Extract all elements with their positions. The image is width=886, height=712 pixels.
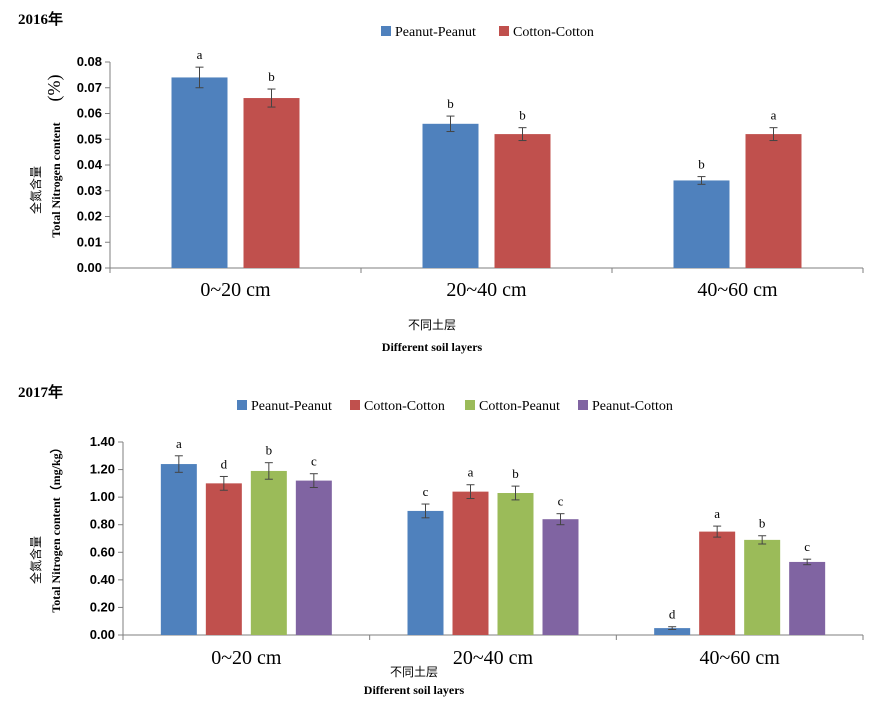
x-axis-title: Different soil layers	[364, 683, 465, 697]
y-tick-label: 1.40	[90, 434, 115, 449]
legend-label-2: Cotton-Peanut	[479, 399, 560, 414]
x-axis-title: Different soil layers	[382, 340, 483, 354]
x-tick-label: 20~40 cm	[446, 279, 527, 301]
y-axis-title: Total Nitrogen content（mg/kg）	[48, 441, 63, 612]
significance-letter: b	[759, 516, 766, 531]
significance-letter: d	[221, 456, 228, 471]
y-tick-label: 0.01	[77, 234, 102, 249]
y-tick-label: 0.05	[77, 131, 102, 146]
significance-letter: a	[197, 47, 203, 62]
y-tick-label: 0.06	[77, 106, 102, 121]
legend-swatch-1	[499, 26, 509, 36]
y-tick-label: 0.00	[77, 260, 102, 275]
chart-panel-0: 2016年 Peanut-Peanut Cotton-Cotton 0.00 0.01 0…	[18, 10, 864, 354]
y-axis-unit: (%)	[44, 75, 65, 102]
bar-cotton-cotton-2	[745, 134, 802, 268]
y-axis-title-cn: 全氮含量	[28, 166, 43, 214]
bar-peanut-peanut-1	[407, 510, 444, 635]
y-tick-label: 1.20	[90, 462, 115, 477]
significance-letter: b	[268, 69, 275, 84]
legend-label-1: Cotton-Cotton	[513, 25, 594, 40]
bar-cotton-cotton-1	[494, 134, 551, 268]
chart-title: 2016年	[18, 10, 63, 28]
bar-peanut-peanut-0	[171, 77, 228, 268]
y-tick-label: 0.80	[90, 517, 115, 532]
significance-letter: b	[447, 96, 454, 111]
y-tick-label: 0.04	[77, 157, 103, 172]
legend-label-3: Peanut-Cotton	[592, 399, 673, 414]
legend-label-1: Cotton-Cotton	[364, 399, 445, 414]
chart-panel-1: 2017年 Peanut-Peanut Cotton-Cotton Cotton-Pe…	[18, 383, 864, 697]
legend-label-0: Peanut-Peanut	[395, 25, 476, 40]
bar-peanut-peanut-1	[422, 123, 479, 268]
x-tick-label: 0~20 cm	[200, 279, 271, 301]
legend-swatch-2	[465, 400, 475, 410]
legend-swatch-0	[381, 26, 391, 36]
y-tick-label: 0.40	[90, 572, 115, 587]
y-tick-label: 0.00	[90, 627, 115, 642]
y-tick-label: 0.20	[90, 599, 115, 614]
significance-letter: b	[519, 108, 526, 123]
legend-swatch-1	[350, 400, 360, 410]
significance-letter: c	[311, 454, 317, 469]
bar-peanut-peanut-0	[160, 464, 197, 635]
significance-letter: c	[423, 484, 429, 499]
significance-letter: c	[558, 494, 564, 509]
bar-peanut-peanut-2	[673, 180, 730, 268]
legend-swatch-0	[237, 400, 247, 410]
y-tick-label: 1.00	[90, 489, 115, 504]
significance-letter: a	[771, 108, 777, 123]
y-tick-label: 0.07	[77, 80, 102, 95]
x-tick-label: 40~60 cm	[700, 647, 781, 669]
bar-peanut-cotton-2	[789, 561, 826, 635]
x-tick-label: 40~60 cm	[697, 279, 778, 301]
bar-cotton-peanut-2	[744, 539, 781, 635]
bar-cotton-peanut-1	[497, 493, 534, 635]
significance-letter: d	[669, 607, 676, 622]
bar-peanut-cotton-0	[295, 480, 332, 635]
bar-cotton-peanut-0	[250, 470, 287, 635]
bar-cotton-cotton-0	[205, 483, 242, 635]
significance-letter: a	[176, 436, 182, 451]
significance-letter: c	[804, 539, 810, 554]
y-axis-title-cn: 全氮含量	[28, 536, 43, 584]
significance-letter: a	[714, 506, 720, 521]
y-tick-label: 0.02	[77, 209, 102, 224]
significance-letter: b	[698, 157, 705, 172]
bar-peanut-peanut-2	[654, 628, 691, 635]
x-axis-title-cn: 不同土层	[408, 318, 456, 332]
x-tick-label: 0~20 cm	[211, 647, 282, 669]
significance-letter: a	[468, 465, 474, 480]
legend-label-0: Peanut-Peanut	[251, 399, 332, 414]
y-axis-title: Total Nitrogen content	[49, 122, 63, 237]
legend-swatch-3	[578, 400, 588, 410]
bar-peanut-cotton-1	[542, 519, 579, 635]
bar-cotton-cotton-2	[699, 531, 736, 635]
significance-letter: b	[266, 443, 273, 458]
bar-cotton-cotton-0	[243, 98, 300, 268]
y-tick-label: 0.60	[90, 544, 115, 559]
y-tick-label: 0.03	[77, 183, 102, 198]
x-axis-title-cn: 不同土层	[390, 665, 438, 679]
chart-title: 2017年	[18, 383, 63, 401]
y-tick-label: 0.08	[77, 54, 102, 69]
bar-cotton-cotton-1	[452, 491, 489, 635]
x-tick-label: 20~40 cm	[453, 647, 534, 669]
significance-letter: b	[512, 466, 519, 481]
